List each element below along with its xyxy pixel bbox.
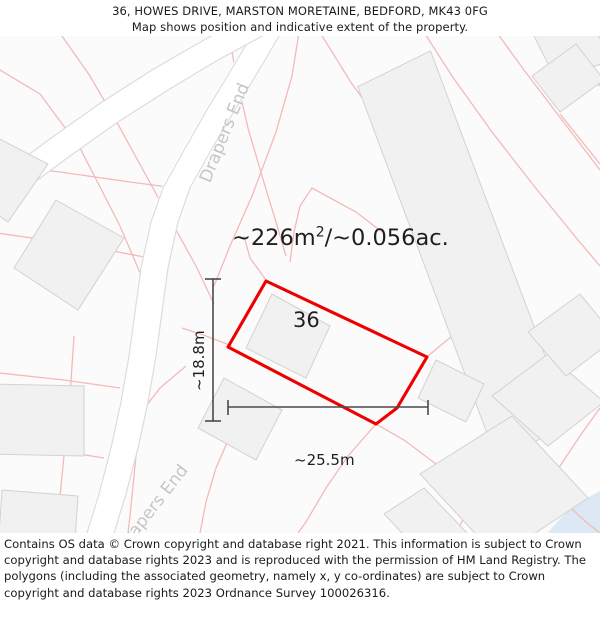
area-acres: /~0.056ac. bbox=[324, 225, 449, 251]
map-vector-layer bbox=[0, 36, 600, 533]
copyright-text: Contains OS data © Crown copyright and d… bbox=[4, 537, 586, 600]
area-value: ~226m bbox=[232, 225, 316, 251]
house-number-label: 36 bbox=[293, 308, 320, 332]
dimension-vertical-label: ~18.8m bbox=[190, 330, 208, 391]
page-subtitle: Map shows position and indicative extent… bbox=[131, 20, 469, 34]
map-header: 36, HOWES DRIVE, MARSTON MORETAINE, BEDF… bbox=[0, 0, 600, 36]
building-group bbox=[0, 36, 600, 533]
area-unit-superscript: 2 bbox=[315, 224, 325, 241]
map-footer: Contains OS data © Crown copyright and d… bbox=[0, 533, 600, 625]
dimension-horizontal-label: ~25.5m bbox=[294, 451, 355, 469]
map-canvas[interactable]: Drapers End Drapers End ~226m2/~0.056ac.… bbox=[0, 36, 600, 533]
subject-property-outline[interactable] bbox=[226, 279, 429, 426]
property-area-label: ~226m2/~0.056ac. bbox=[232, 225, 449, 251]
dimension-lines bbox=[205, 278, 429, 422]
page-title: 36, HOWES DRIVE, MARSTON MORETAINE, BEDF… bbox=[112, 4, 488, 18]
